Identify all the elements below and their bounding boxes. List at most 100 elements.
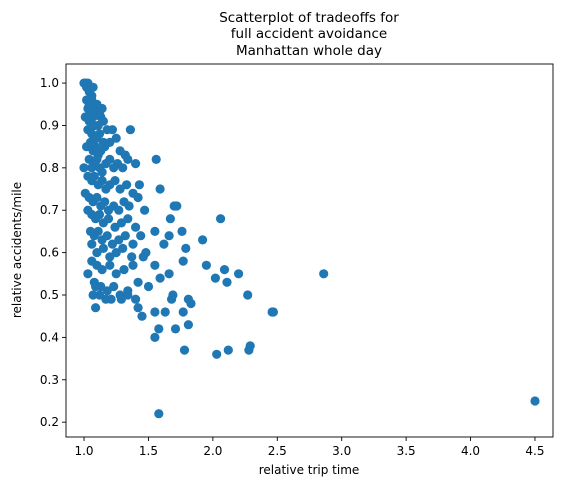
- data-point: [114, 235, 124, 245]
- data-point: [222, 277, 232, 287]
- data-point: [107, 125, 117, 135]
- data-point: [140, 205, 150, 215]
- data-point: [131, 159, 141, 169]
- data-point: [150, 226, 160, 236]
- data-point: [89, 171, 99, 181]
- data-point: [89, 120, 99, 131]
- data-point: [178, 307, 188, 317]
- chart-title-line-3: Manhattan whole day: [236, 43, 382, 59]
- chart-title-line-2: full accident avoidance: [231, 26, 387, 42]
- data-point: [123, 154, 133, 164]
- data-point: [97, 103, 107, 114]
- data-point: [198, 235, 208, 245]
- data-point: [123, 214, 133, 224]
- data-point: [131, 294, 141, 304]
- data-point: [115, 184, 125, 194]
- data-point: [105, 260, 115, 270]
- data-point: [178, 256, 188, 266]
- x-tick-label: 4.5: [525, 444, 544, 458]
- y-tick-label: 0.6: [40, 246, 59, 260]
- data-point: [143, 281, 154, 292]
- data-point: [133, 303, 143, 313]
- x-axis-ticks: 1.0 1.5 2.0 2.5 3.0 3.5 4.0 4.5: [74, 437, 545, 458]
- data-point: [100, 197, 110, 207]
- data-point: [170, 324, 181, 334]
- data-point: [133, 192, 143, 203]
- data-point: [88, 290, 98, 300]
- data-point: [164, 231, 174, 241]
- data-point: [165, 214, 175, 224]
- data-point: [92, 154, 102, 164]
- data-point: [167, 294, 177, 304]
- y-tick-label: 0.8: [40, 161, 59, 175]
- data-point: [125, 125, 135, 135]
- data-point: [159, 239, 169, 249]
- data-point: [133, 277, 143, 287]
- x-tick-label: 1.0: [74, 444, 93, 458]
- data-point: [128, 260, 138, 270]
- x-tick-label: 3.5: [397, 444, 416, 458]
- y-axis-label: relative accidents/mile: [10, 182, 24, 318]
- data-point: [110, 176, 120, 186]
- data-point: [179, 345, 190, 355]
- data-point: [245, 341, 255, 351]
- data-point: [94, 209, 105, 220]
- data-point: [268, 307, 278, 317]
- data-point: [150, 307, 160, 317]
- chart-title-line-1: Scatterplot of tradeoffs for: [219, 10, 399, 26]
- data-point: [137, 311, 147, 321]
- data-point: [243, 290, 253, 300]
- data-point: [87, 239, 97, 249]
- data-point: [111, 133, 121, 143]
- data-point: [118, 163, 128, 173]
- data-point: [91, 303, 101, 313]
- x-tick-label: 2.0: [203, 444, 222, 458]
- data-point: [103, 214, 114, 224]
- data-point: [210, 273, 220, 283]
- y-axis-ticks: 0.2 0.3 0.4 0.5 0.6 0.7 0.8 0.9 1.0: [40, 76, 66, 429]
- data-point: [183, 320, 193, 330]
- data-point: [150, 260, 160, 270]
- data-point: [93, 226, 103, 236]
- plot-frame: [65, 63, 554, 438]
- data-point: [154, 409, 164, 419]
- data-point: [120, 231, 130, 241]
- data-point: [151, 154, 161, 164]
- data-point: [134, 180, 144, 190]
- data-point: [181, 243, 191, 253]
- data-point: [155, 273, 165, 283]
- data-point: [160, 307, 170, 317]
- data-point: [79, 163, 89, 173]
- data-point: [172, 201, 182, 211]
- y-tick-label: 0.9: [40, 118, 59, 132]
- data-point: [128, 239, 138, 249]
- data-point: [92, 192, 102, 203]
- y-tick-label: 0.7: [40, 203, 59, 217]
- x-tick-label: 3.0: [332, 444, 351, 458]
- chart-title: Scatterplot of tradeoffs for full accide…: [219, 10, 399, 59]
- data-point: [88, 82, 98, 92]
- data-point: [124, 201, 134, 211]
- data-point: [234, 269, 244, 279]
- data-point: [127, 252, 137, 262]
- data-point: [102, 286, 112, 296]
- y-tick-label: 0.5: [40, 288, 59, 302]
- data-point: [105, 154, 115, 164]
- data-point: [114, 205, 124, 215]
- data-point: [154, 324, 164, 334]
- y-tick-label: 1.0: [40, 76, 59, 90]
- data-point: [109, 281, 119, 292]
- data-point: [136, 231, 146, 241]
- data-point: [106, 294, 116, 304]
- data-point: [102, 231, 112, 241]
- data-point: [223, 345, 233, 355]
- data-point: [150, 332, 160, 342]
- data-point: [83, 269, 93, 279]
- data-point: [177, 226, 187, 236]
- data-point: [88, 112, 98, 122]
- data-point: [97, 167, 107, 177]
- data-point: [97, 176, 107, 186]
- data-point: [94, 129, 105, 139]
- data-point: [111, 248, 121, 258]
